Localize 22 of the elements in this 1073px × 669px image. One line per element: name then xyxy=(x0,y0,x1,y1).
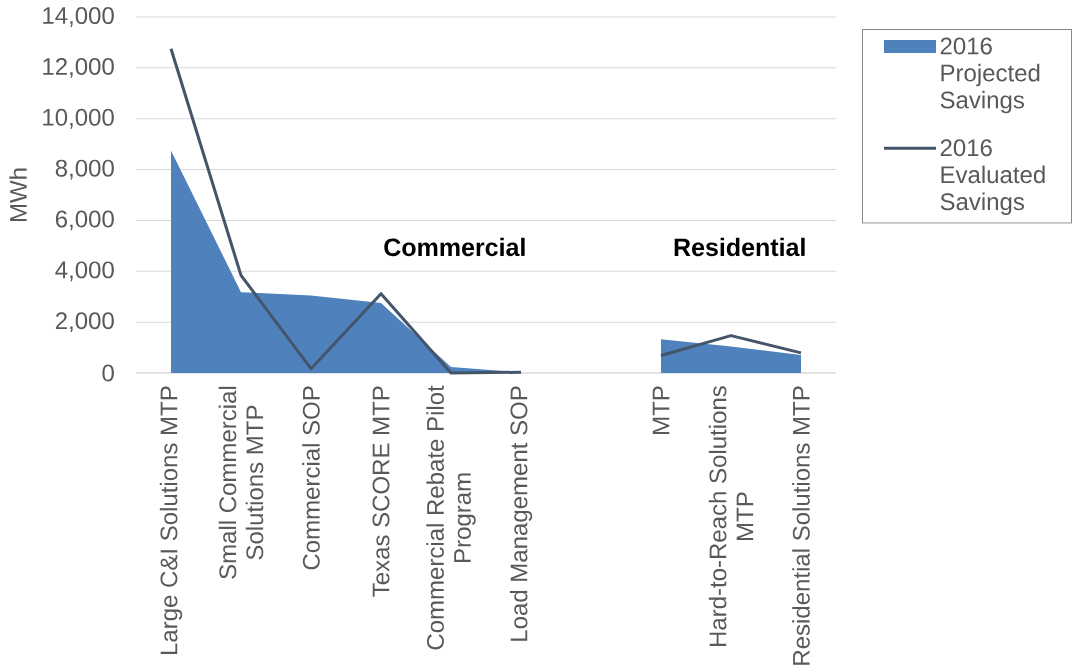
x-tick-label: Residential Solutions MTP xyxy=(792,386,810,665)
y-tick-label: 6,000 xyxy=(55,210,114,231)
x-tick-label: Commercial Rebate Pilot Program xyxy=(426,385,476,650)
y-tick-label: 0 xyxy=(102,364,114,382)
legend-label: 2016 Evaluated Savings xyxy=(940,139,1045,215)
annotation: Commercial xyxy=(384,237,525,257)
y-axis-title: MWh xyxy=(9,168,27,222)
y-tick-label: 12,000 xyxy=(43,57,114,78)
x-tick-label: Large C&I Solutions MTP xyxy=(159,386,183,655)
x-tick-label: Commercial SOP xyxy=(302,386,320,570)
annotation: Residential xyxy=(674,237,805,257)
y-tick-label: 8,000 xyxy=(55,159,114,180)
x-tick-label: Small Commercial Solutions MTP xyxy=(218,386,264,579)
x-tick-label: Load Management SOP xyxy=(509,386,533,641)
y-tick-label: 10,000 xyxy=(43,108,114,129)
x-tick-label: MTP xyxy=(652,386,670,434)
y-tick-label: 2,000 xyxy=(55,312,114,333)
x-tick-label: Texas SCORE MTP xyxy=(372,386,390,597)
y-tick-label: 4,000 xyxy=(55,261,114,282)
x-tick-label: Hard-to-Reach Solutions MTP xyxy=(708,386,754,647)
y-tick-label: 14,000 xyxy=(43,7,114,27)
legend-label: 2016 Projected Savings xyxy=(940,37,1040,114)
